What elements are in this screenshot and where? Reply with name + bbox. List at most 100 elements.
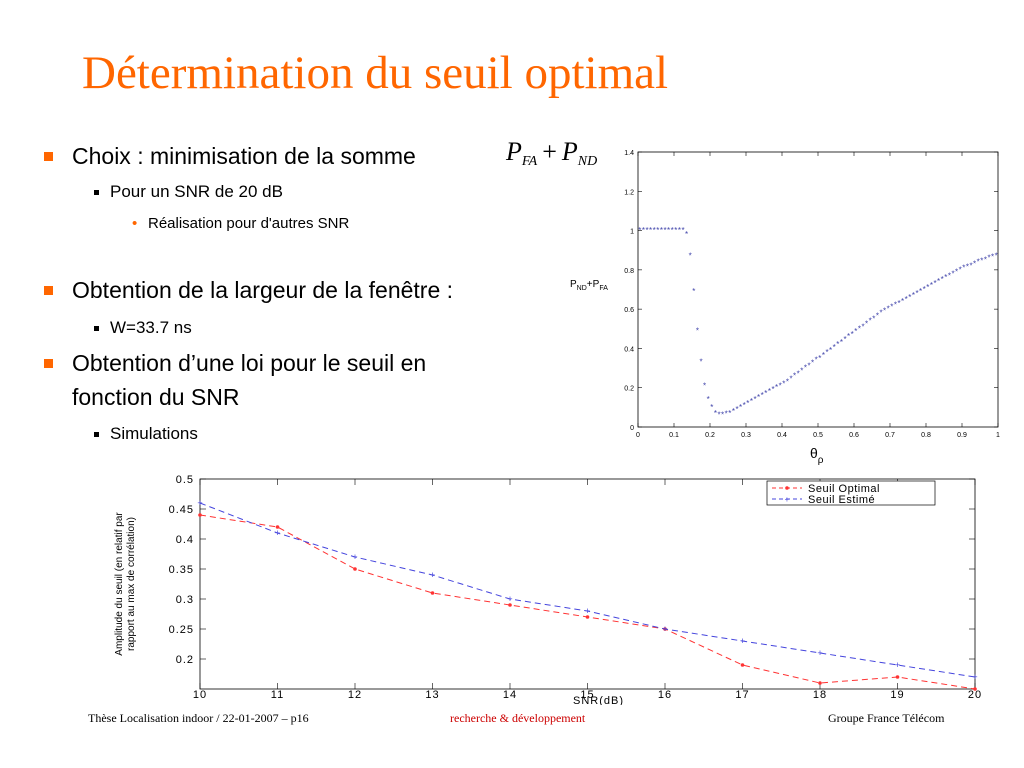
chart1-point: * [750, 397, 753, 406]
chart1-point: * [789, 374, 792, 383]
chart1-ytick-label: 1.2 [624, 189, 634, 196]
chart1-point: * [746, 399, 749, 408]
chart1-point: * [764, 389, 767, 398]
chart1-point: * [887, 305, 890, 314]
chart1-point: * [843, 335, 846, 344]
chart1-point: * [962, 263, 965, 272]
chart1-point: * [854, 327, 857, 336]
formula-sub-fa: FA [521, 154, 538, 169]
chart1-point: * [800, 367, 803, 376]
legend-box [766, 480, 936, 506]
sub-sub-bullet-text: Réalisation pour d'autres SNR [148, 215, 350, 232]
footer-left: Thèse Localisation indoor / 22-01-2007 –… [88, 711, 309, 725]
chart2-xtick-label: 13 [425, 689, 439, 701]
chart1-point: * [980, 257, 983, 266]
chart2-ylabel-line1: Amplitude du seuil (en relatif par [114, 512, 125, 656]
chart1-point: * [685, 230, 688, 239]
chart1-point: * [822, 351, 825, 360]
chart2-point-estime: + [817, 648, 822, 658]
chart1-point: * [977, 258, 980, 267]
chart2-point-optimal [895, 675, 900, 679]
chart1-point: * [872, 314, 875, 323]
chart1-ytick-label: 0.4 [624, 346, 634, 353]
chart1-point: * [869, 316, 872, 325]
legend-marker-estime: + [785, 495, 790, 504]
chart1-point: * [725, 410, 728, 419]
chart2-point-optimal [818, 681, 822, 685]
chart1-point: * [955, 267, 958, 276]
chart2-point-estime: + [430, 570, 435, 580]
chart1-point: * [674, 226, 677, 235]
chart2-xtick-label: 19 [890, 689, 904, 701]
chart2-xtick-label: 10 [193, 689, 207, 701]
chart1-point: * [771, 385, 774, 394]
footer-right: Groupe France Télécom [828, 711, 945, 725]
formula-pfa-plus-pnd: PFA + PND [506, 137, 597, 170]
chart1-xtick-label: 0.9 [957, 432, 967, 439]
chart1-point: * [663, 226, 666, 235]
chart1-point: * [797, 369, 800, 378]
formula-p1: P [506, 137, 522, 166]
chart2-ylabel: Amplitude du seuil (en relatif par rappo… [114, 512, 137, 656]
chart2-xtick-label: 15 [580, 689, 594, 701]
chart1-point: * [696, 326, 699, 335]
chart2-point-optimal [740, 663, 745, 667]
chart2-ytick-label: 0.3 [176, 594, 194, 606]
chart1-point: * [775, 383, 778, 392]
chart2-point-optimal [198, 513, 202, 517]
chart1-point: * [829, 346, 832, 355]
chart1-ytick-label: 0 [630, 425, 634, 432]
bullet-text: Obtention de la largeur de la fenêtre : [72, 277, 454, 303]
chart2-ytick-label: 0.2 [176, 654, 194, 666]
chart1-point: * [883, 307, 886, 316]
chart1-point: * [995, 252, 998, 261]
chart1-point: * [847, 332, 850, 341]
chart1-point: * [851, 330, 854, 339]
chart1-point: * [984, 256, 987, 265]
chart2-legend: Seuil Optimal + Seuil Estimé [766, 480, 936, 506]
chart1-point: * [782, 379, 785, 388]
chart2-point-estime: + [585, 606, 590, 616]
formula-plus: + [542, 137, 557, 166]
chart1-point: * [642, 226, 645, 235]
chart1-plot-frame [637, 151, 999, 428]
chart2-point-estime: + [972, 672, 977, 682]
chart1-point: * [653, 226, 656, 235]
legend-marker-optimal [785, 486, 789, 490]
chart1-point: * [786, 377, 789, 386]
chart1-point: * [941, 275, 944, 284]
chart1-point: * [836, 340, 839, 349]
chart1-point: * [779, 381, 782, 390]
sub-bullet-text: Pour un SNR de 20 dB [110, 182, 283, 201]
chart1-point: * [757, 393, 760, 402]
chart1-point: * [638, 226, 641, 235]
chart1-point: * [703, 381, 706, 390]
chart2-ytick-label: 0.4 [176, 534, 194, 546]
chart1-xtick-label: 0.3 [741, 432, 751, 439]
chart1-point: * [959, 265, 962, 274]
chart1-point: * [681, 226, 684, 235]
formula-p2: P [561, 137, 578, 166]
chart2-point-optimal [973, 687, 977, 691]
chart1-point: * [966, 262, 969, 271]
chart2-ytick-label: 0.25 [169, 624, 194, 636]
sub-bullet-square-icon [94, 432, 99, 437]
chart1-point: * [732, 407, 735, 416]
chart1-point: * [915, 289, 918, 298]
bullet-text: Choix : minimisation de la somme [72, 143, 416, 169]
chart1-point: * [739, 403, 742, 412]
chart1-point: * [861, 322, 864, 331]
chart1-point: * [937, 277, 940, 286]
chart1-point: * [660, 226, 663, 235]
bullet-square-icon [44, 359, 53, 368]
chart2-xtick-label: 18 [813, 689, 827, 701]
chart1-point: * [951, 269, 954, 278]
chart2-point-optimal [430, 591, 435, 595]
legend-label-estime: Seuil Estimé [808, 494, 875, 506]
chart1-point: * [678, 226, 681, 235]
chart1-point: * [897, 299, 900, 308]
chart1-point: * [692, 287, 695, 296]
chart1-xtick-label: 0.2 [705, 432, 715, 439]
chart2-point-estime: + [507, 594, 512, 604]
chart1-point: * [905, 295, 908, 304]
